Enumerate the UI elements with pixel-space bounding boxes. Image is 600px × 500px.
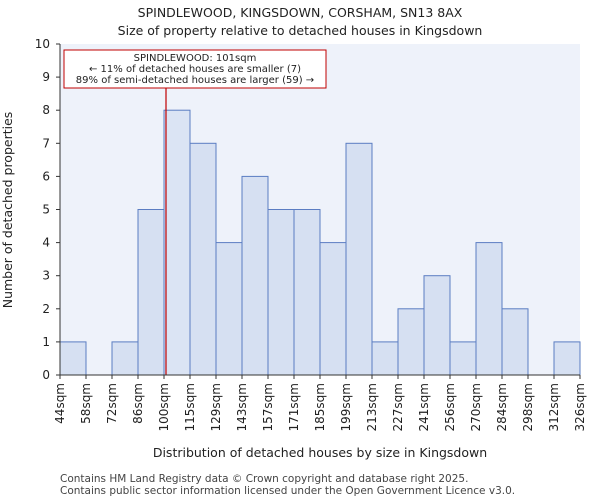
y-tick-label: 0: [42, 368, 50, 382]
y-tick-label: 4: [42, 236, 50, 250]
x-tick-label: 86sqm: [131, 383, 145, 424]
annotation-line-2: ← 11% of detached houses are smaller (7): [89, 64, 301, 75]
bar-129sqm: [215, 242, 243, 376]
bar-241sqm: [423, 275, 451, 376]
y-tick-label: 7: [42, 136, 50, 150]
y-tick-label: 8: [42, 103, 50, 117]
bar-143sqm: [241, 175, 269, 376]
bars-group: [59, 109, 581, 376]
x-tick-label: 157sqm: [261, 383, 275, 431]
bar-171sqm: [293, 209, 321, 376]
x-tick-label: 143sqm: [235, 383, 249, 431]
bar-100sqm: [163, 109, 191, 376]
bar-270sqm: [475, 242, 503, 376]
x-tick-label: 72sqm: [105, 383, 119, 424]
x-tick-label: 227sqm: [391, 383, 405, 431]
y-ticks-group: 0 1 2 3 4 5 6 7 8 9 10: [35, 37, 60, 382]
annotation-line-3: 89% of semi-detached houses are larger (…: [76, 75, 314, 86]
bar-115sqm: [189, 142, 217, 376]
y-tick-label: 3: [42, 269, 50, 283]
x-tick-label: 213sqm: [365, 383, 379, 431]
chart-subtitle: Size of property relative to detached ho…: [118, 23, 483, 38]
footer-line-2: Contains public sector information licen…: [60, 485, 515, 497]
bar-284sqm: [501, 308, 529, 376]
y-tick-label: 1: [42, 335, 50, 349]
x-tick-label: 298sqm: [521, 383, 535, 431]
x-tick-label: 270sqm: [469, 383, 483, 431]
bar-44sqm: [59, 341, 87, 376]
annotation-frame: [63, 49, 327, 89]
y-tick-label: 6: [42, 169, 50, 183]
x-tick-label: 171sqm: [287, 383, 301, 431]
bar-157sqm: [267, 209, 295, 376]
bar-213sqm: [371, 341, 399, 376]
bar-256sqm: [449, 341, 477, 376]
annotation-line-1: SPINDLEWOOD: 101sqm: [134, 53, 257, 64]
x-axis-label: Distribution of detached houses by size …: [153, 445, 487, 460]
bar-199sqm: [345, 142, 373, 376]
bar-185sqm: [319, 242, 347, 376]
chart-title: SPINDLEWOOD, KINGSDOWN, CORSHAM, SN13 8A…: [138, 5, 463, 20]
x-tick-label: 312sqm: [547, 383, 561, 431]
y-tick-label: 2: [42, 302, 50, 316]
bar-227sqm: [397, 308, 425, 376]
x-tick-label: 100sqm: [157, 383, 171, 431]
x-tick-label: 326sqm: [573, 383, 587, 431]
x-tick-label: 256sqm: [443, 383, 457, 431]
x-tick-label: 284sqm: [495, 383, 509, 431]
y-tick-label: 5: [42, 203, 50, 217]
x-tick-label: 58sqm: [79, 383, 93, 424]
x-tick-label: 115sqm: [183, 383, 197, 431]
x-ticks-group: 44sqm 58sqm 72sqm 86sqm 100sqm 115sqm 129sqm 14…: [53, 375, 587, 431]
y-tick-label: 10: [35, 37, 50, 51]
bar-86sqm: [137, 209, 165, 376]
x-tick-label: 241sqm: [417, 383, 431, 431]
x-tick-label: 44sqm: [53, 383, 67, 424]
y-tick-label: 9: [42, 70, 50, 84]
x-tick-label: 185sqm: [313, 383, 327, 431]
x-tick-label: 199sqm: [339, 383, 353, 431]
footer-line-1: Contains HM Land Registry data © Crown c…: [60, 473, 468, 485]
annotation-box: SPINDLEWOOD: 101sqm ← 11% of detached ho…: [63, 49, 327, 89]
x-tick-label: 129sqm: [209, 383, 223, 431]
bar-312sqm: [553, 341, 581, 376]
bar-72sqm: [111, 341, 139, 376]
y-axis-label: Number of detached properties: [0, 112, 15, 309]
